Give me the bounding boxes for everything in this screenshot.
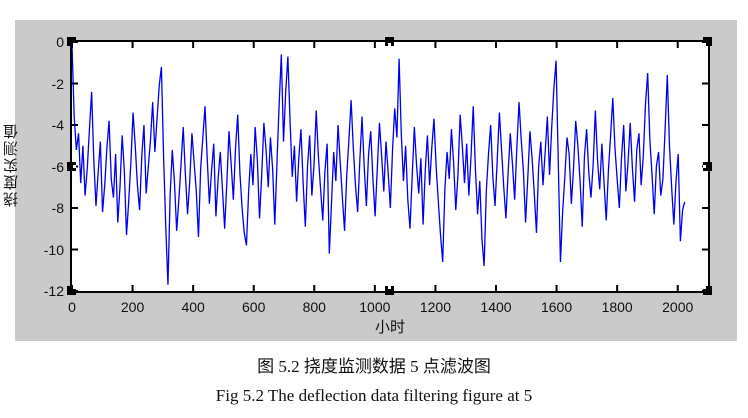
y-tick-label: -12: [43, 283, 64, 299]
y-tick-label: 0: [56, 34, 64, 50]
y-tick-label: -4: [51, 117, 64, 133]
x-tick-label: 800: [302, 299, 326, 315]
selection-handle-bottom-left[interactable]: [67, 286, 76, 295]
caption-english: Fig 5.2 The deflection data filtering fi…: [215, 386, 533, 405]
x-tick-label: 2000: [662, 299, 694, 315]
x-tick-label: 1600: [540, 299, 573, 315]
x-tick-label: 600: [242, 299, 266, 315]
x-tick-label: 1400: [480, 299, 512, 315]
caption-chinese: 图 5.2 挠度监测数据 5 点滤波图: [257, 357, 491, 376]
x-tick-label: 1000: [359, 299, 391, 315]
matlab-figure-canvas[interactable]: 挠度实测值 0 -2 -4 -6 -8 -10 -12 0 200 400 600 800 1000 1…: [3, 20, 737, 341]
x-tick-label: 200: [120, 299, 145, 315]
x-tick-label: 400: [181, 299, 205, 315]
selection-handle-top-left[interactable]: [67, 37, 76, 46]
signal-line: [72, 44, 686, 285]
x-tick-label: 1200: [419, 299, 451, 315]
y-axis-label: 挠度实测值: [3, 122, 20, 208]
y-tick-label: -2: [51, 75, 64, 92]
selection-handle-bottom-right[interactable]: [703, 286, 712, 295]
selection-handle-middle-right[interactable]: [703, 162, 712, 171]
plot-svg: [72, 42, 708, 291]
plot-area[interactable]: [70, 40, 710, 293]
y-tick-label: -10: [43, 241, 64, 258]
x-tick-label: 0: [68, 299, 76, 315]
y-tick-label: -6: [51, 158, 64, 175]
selection-handle-middle-left[interactable]: [67, 162, 76, 171]
x-axis-label: 小时: [374, 319, 405, 336]
x-tick-label: 1800: [601, 299, 633, 315]
selection-handle-bottom-middle[interactable]: [385, 286, 394, 295]
selection-handle-top-right[interactable]: [703, 37, 712, 46]
selection-handle-top-middle[interactable]: [385, 37, 394, 46]
y-tick-label: -8: [51, 200, 64, 216]
